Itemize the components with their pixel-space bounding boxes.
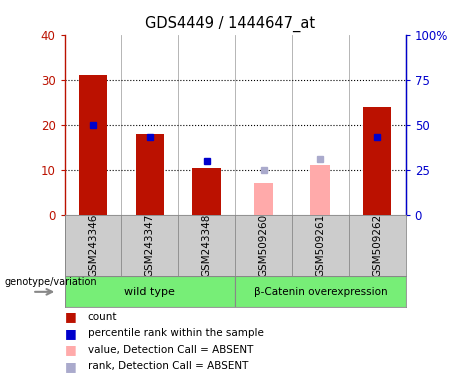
Bar xyxy=(136,134,164,215)
Text: GSM509262: GSM509262 xyxy=(372,214,382,277)
Text: ■: ■ xyxy=(65,310,76,323)
Text: ■: ■ xyxy=(65,360,76,373)
Text: GSM243347: GSM243347 xyxy=(145,214,155,278)
Bar xyxy=(363,107,391,215)
Bar xyxy=(79,75,107,215)
Text: wild type: wild type xyxy=(124,287,175,297)
Text: percentile rank within the sample: percentile rank within the sample xyxy=(88,328,264,338)
Text: GSM243346: GSM243346 xyxy=(88,214,98,278)
Text: count: count xyxy=(88,312,117,322)
Text: ■: ■ xyxy=(65,343,76,356)
Text: GSM509261: GSM509261 xyxy=(315,214,325,277)
Text: genotype/variation: genotype/variation xyxy=(5,277,97,287)
Bar xyxy=(235,276,406,307)
Text: β-Catenin overexpression: β-Catenin overexpression xyxy=(254,287,387,297)
Text: GDS4449 / 1444647_at: GDS4449 / 1444647_at xyxy=(145,15,316,31)
Text: GSM509260: GSM509260 xyxy=(259,214,269,277)
Bar xyxy=(193,168,221,215)
Text: ■: ■ xyxy=(65,327,76,340)
Bar xyxy=(310,166,331,215)
Bar xyxy=(254,184,273,215)
Bar xyxy=(65,276,235,307)
Text: GSM243348: GSM243348 xyxy=(201,214,212,278)
Text: rank, Detection Call = ABSENT: rank, Detection Call = ABSENT xyxy=(88,361,248,371)
Text: value, Detection Call = ABSENT: value, Detection Call = ABSENT xyxy=(88,345,253,355)
